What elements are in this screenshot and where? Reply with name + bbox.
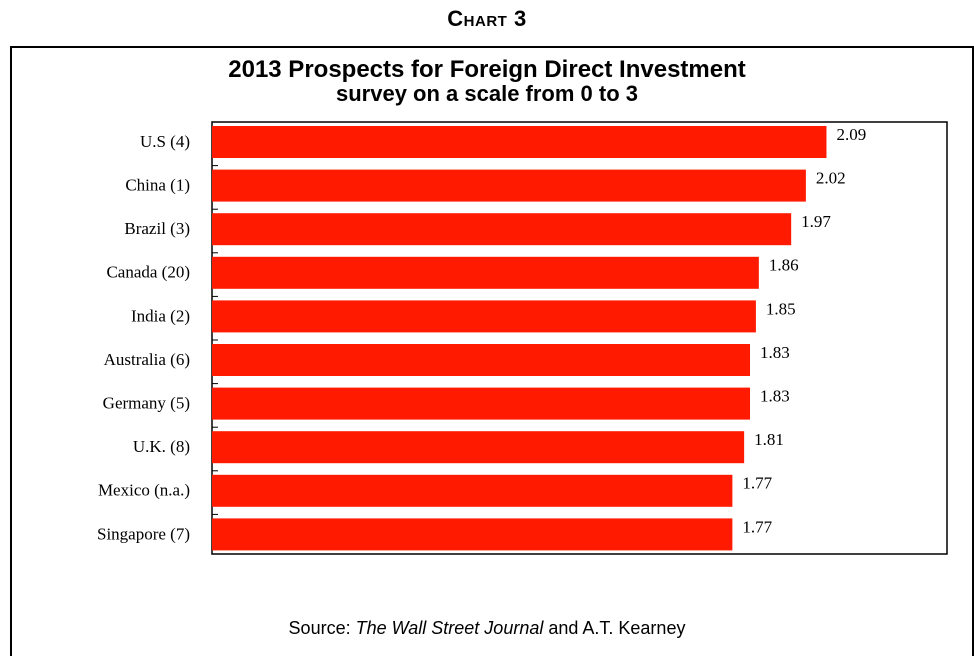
- bar: [212, 169, 806, 202]
- category-label: Mexico (n.a.): [98, 481, 190, 500]
- chart-frame: [10, 46, 974, 656]
- bar: [212, 256, 759, 289]
- category-label: India (2): [131, 306, 190, 325]
- bar: [212, 387, 751, 420]
- category-label: Brazil (3): [124, 219, 190, 238]
- bar: [212, 431, 745, 464]
- data-label: 1.81: [754, 430, 784, 449]
- data-label: 2.02: [816, 169, 846, 188]
- bar-chart: U.S (4) 2.09 China (1) 2.02 Brazil (3) 1.97 Ca…: [97, 121, 948, 555]
- source-publication: The Wall Street Journal: [355, 618, 544, 638]
- data-label: 2.09: [836, 125, 866, 144]
- data-label: 1.77: [742, 517, 772, 536]
- category-label: Singapore (7): [97, 524, 190, 543]
- data-label: 1.86: [769, 256, 799, 275]
- data-label: 1.83: [760, 343, 790, 362]
- data-label: 1.83: [760, 387, 790, 406]
- bar: [212, 344, 751, 376]
- chart-heading: Chart 3: [447, 6, 527, 31]
- category-label: U.S (4): [140, 132, 190, 151]
- data-label: 1.97: [801, 212, 831, 231]
- data-label: 1.77: [742, 474, 772, 493]
- bar: [212, 474, 733, 507]
- category-label: Germany (5): [103, 394, 190, 413]
- category-label: U.K. (8): [133, 437, 190, 456]
- category-label: Australia (6): [104, 350, 190, 369]
- chart-subtitle: survey on a scale from 0 to 3: [335, 81, 639, 106]
- source-suffix: and A.T. Kearney: [543, 618, 686, 638]
- bar: [212, 518, 733, 551]
- data-label: 1.85: [766, 299, 796, 318]
- category-label: China (1): [125, 176, 190, 195]
- bar: [212, 213, 792, 246]
- source-note: Source: The Wall Street Journal and A.T.…: [0, 618, 974, 639]
- chart-title: 2013 Prospects for Foreign Direct Invest…: [228, 56, 746, 83]
- bar: [212, 300, 756, 333]
- source-prefix: Source:: [288, 618, 356, 638]
- category-label: Canada (20): [106, 263, 190, 282]
- plot-area: [211, 121, 948, 555]
- bar: [212, 126, 827, 158]
